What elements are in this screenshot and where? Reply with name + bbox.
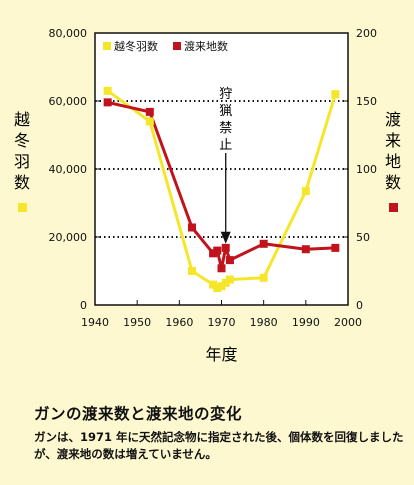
data-point bbox=[331, 90, 340, 99]
data-point bbox=[209, 280, 218, 289]
data-point bbox=[221, 278, 230, 287]
x-tick-label: 1960 bbox=[165, 316, 193, 329]
data-point bbox=[209, 249, 218, 258]
data-point bbox=[301, 187, 310, 196]
data-point bbox=[213, 246, 222, 255]
y-left-tick-label: 80,000 bbox=[49, 27, 88, 40]
data-point bbox=[187, 267, 196, 275]
data-point bbox=[259, 239, 268, 248]
legend-swatch bbox=[103, 42, 111, 50]
data-point bbox=[225, 275, 234, 284]
data-point bbox=[103, 98, 112, 107]
y-right-tick-label: 50 bbox=[356, 231, 370, 244]
caption-title: ガンの渡来数と渡来地の変化 bbox=[34, 405, 243, 423]
annotation-arrow-head bbox=[220, 231, 231, 244]
legend-label: 渡来地数 bbox=[184, 39, 228, 53]
y-left-tick-label: 40,000 bbox=[49, 163, 88, 176]
data-point bbox=[217, 264, 226, 273]
x-tick-label: 1970 bbox=[208, 316, 236, 329]
x-tick-label: 1940 bbox=[81, 316, 109, 329]
x-tick-label: 2000 bbox=[334, 316, 362, 329]
y-left-tick-label: 60,000 bbox=[49, 95, 88, 108]
y-left-legend-swatch bbox=[18, 203, 27, 212]
data-point bbox=[103, 86, 112, 95]
x-tick-label: 1950 bbox=[123, 316, 151, 329]
legend-swatch bbox=[173, 42, 181, 50]
data-point bbox=[225, 256, 234, 265]
y-left-tick-label: 20,000 bbox=[49, 231, 88, 244]
data-point bbox=[187, 223, 196, 232]
data-point bbox=[145, 117, 154, 126]
data-point bbox=[331, 243, 340, 252]
x-tick-label: 1990 bbox=[292, 316, 320, 329]
caption-body: ガンは、1971 年に天然記念物に指定された後、個体数を回復しましたが、渡来地の… bbox=[34, 430, 404, 461]
dual-axis-line-chart: 1940 1950 1960 1970 1980 1990 2000020,00040,00… bbox=[14, 27, 401, 364]
y-right-axis-label: 渡来地数 bbox=[385, 110, 401, 192]
data-point bbox=[213, 284, 222, 292]
caption: ガンの渡来数と渡来地の変化 ガンは、1971 年に天然記念物に指定された後、個体… bbox=[34, 402, 404, 463]
y-left-tick-label: 0 bbox=[80, 299, 87, 312]
y-right-tick-label: 200 bbox=[356, 27, 377, 40]
data-point bbox=[221, 243, 230, 252]
data-point bbox=[301, 245, 310, 254]
x-tick-label: 1980 bbox=[250, 316, 278, 329]
x-axis-label: 年度 bbox=[205, 345, 237, 364]
legend-label: 越冬羽数 bbox=[114, 39, 158, 53]
y-right-tick-label: 0 bbox=[356, 299, 363, 312]
y-right-tick-label: 150 bbox=[356, 95, 377, 108]
data-point bbox=[217, 282, 226, 291]
data-point bbox=[259, 273, 268, 282]
data-point bbox=[145, 107, 154, 116]
annotation-label: 狩猟禁止 bbox=[219, 87, 232, 153]
y-right-legend-swatch bbox=[389, 203, 398, 212]
y-right-tick-label: 100 bbox=[356, 163, 377, 176]
y-left-axis-label: 越冬羽数 bbox=[14, 110, 30, 192]
